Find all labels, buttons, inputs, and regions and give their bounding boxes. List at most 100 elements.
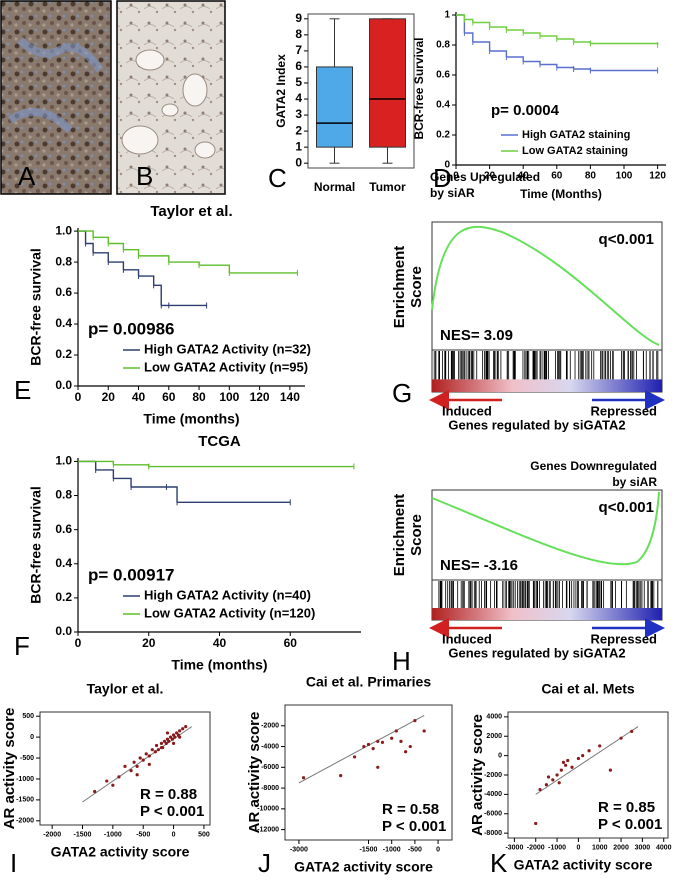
glands (121, 49, 216, 159)
chart-title: Taylor et al. (150, 203, 232, 220)
y-tick-label: 0.6 (436, 70, 450, 81)
point (171, 741, 176, 745)
plot-frame (307, 13, 415, 169)
x-tick-label: -1000 (104, 831, 122, 838)
y-tick-label: 1 (444, 10, 450, 21)
point (181, 727, 185, 731)
point (362, 744, 366, 749)
gsea-y-label: Score (408, 514, 425, 556)
x-tick-label: 20 (484, 171, 496, 182)
survival-step (523, 32, 541, 36)
p-value: P < 0.001 (382, 818, 446, 835)
point (150, 748, 154, 752)
x-tick-label: -1500 (360, 846, 378, 853)
point (147, 754, 151, 758)
point (168, 735, 173, 739)
x-tick-label: 40 (132, 390, 146, 404)
survival-step (573, 41, 592, 44)
y-tick-label: 1.0 (55, 454, 72, 468)
survival-step (489, 26, 508, 30)
point (630, 729, 634, 733)
point (138, 756, 142, 760)
point (111, 783, 115, 787)
stroma (7, 37, 104, 133)
y-tick-label: 1.0 (55, 223, 72, 237)
p-value: P < 0.001 (598, 816, 662, 833)
point (184, 725, 188, 729)
x-tick-label: 60 (162, 390, 176, 404)
y-tick-label: -8000 (484, 830, 502, 837)
gsea-title: by siAR (430, 186, 475, 200)
micrograph-b (116, 0, 226, 195)
gsea-title: Genes Upregulated (430, 170, 540, 184)
point (129, 768, 133, 773)
y-axis-label: GATA2 Index (274, 54, 288, 128)
x-tick-label: -3000 (290, 846, 308, 853)
x-axis-label: GATA2 activity score (514, 857, 653, 873)
point (559, 768, 563, 772)
x-tick-label: 2000 (613, 844, 629, 851)
y-tick-label: 0.2 (436, 130, 450, 141)
survival-step (78, 230, 87, 244)
survival-step (489, 50, 508, 57)
x-tick-label: 140 (280, 390, 300, 404)
left-label: Induced (442, 403, 492, 418)
legend-label: Low GATA2 Activity (n=95) (144, 359, 308, 374)
nes: NES= 3.09 (440, 327, 513, 344)
panel-letter: J (258, 848, 271, 878)
survival-step (464, 32, 474, 42)
survival-step (556, 66, 575, 69)
x-tick-label: 60 (284, 636, 298, 650)
y-axis-label: AR activity score (246, 712, 263, 834)
y-tick-label: -2000 (16, 818, 34, 825)
legend-label: Low GATA2 Activity (n=120) (144, 605, 315, 620)
point (147, 762, 151, 766)
survival-step (93, 236, 109, 244)
panel-letter: H (392, 646, 411, 676)
x-axis-label: GATA2 activity score (51, 844, 190, 860)
y-tick-label: 0 (30, 734, 34, 741)
x-tick-label: 500 (198, 831, 210, 838)
point (366, 742, 371, 747)
point (132, 760, 136, 764)
point (376, 739, 380, 743)
gsea-y-label: Enrichment (391, 494, 408, 577)
p-value: p= 0.00986 (88, 319, 175, 338)
x-tick-label: 3000 (635, 844, 651, 851)
point (587, 749, 591, 753)
x-tick-label: 120 (250, 390, 270, 404)
x-tick-label: 4000 (656, 844, 672, 851)
x-tick-label: -1000 (548, 844, 566, 851)
survival-step (199, 264, 231, 273)
point (422, 729, 426, 733)
point (159, 745, 164, 750)
y-tick-label: 0 (295, 155, 302, 169)
survival-step (123, 269, 140, 277)
left-label: Induced (442, 631, 492, 646)
x-tick-label: -1500 (74, 831, 92, 838)
point (399, 739, 403, 743)
y-tick-label: 9 (295, 11, 302, 25)
nes: NES= -3.16 (440, 557, 518, 574)
x-tick-label: 0 (75, 636, 82, 650)
survival-step (95, 469, 115, 479)
y-axis-label: AR activity score (1, 708, 18, 830)
survival-step (78, 460, 97, 470)
point (339, 774, 343, 778)
y-tick-label: -12000 (257, 826, 279, 833)
point (619, 736, 623, 740)
point (159, 741, 164, 745)
point (570, 765, 574, 769)
survival-step (456, 14, 466, 33)
point (394, 729, 398, 733)
y-tick-label: 0.8 (55, 488, 72, 502)
x-tick-label: -3000 (505, 844, 523, 851)
survival-step (506, 29, 524, 33)
y-tick-label: 1 (295, 139, 302, 153)
gsea-y-label: Enrichment (391, 246, 408, 329)
point (165, 731, 170, 735)
panel-letter: E (14, 375, 31, 405)
legend-label: High GATA2 staining (522, 129, 630, 141)
x-tick-label: 1000 (592, 844, 608, 851)
